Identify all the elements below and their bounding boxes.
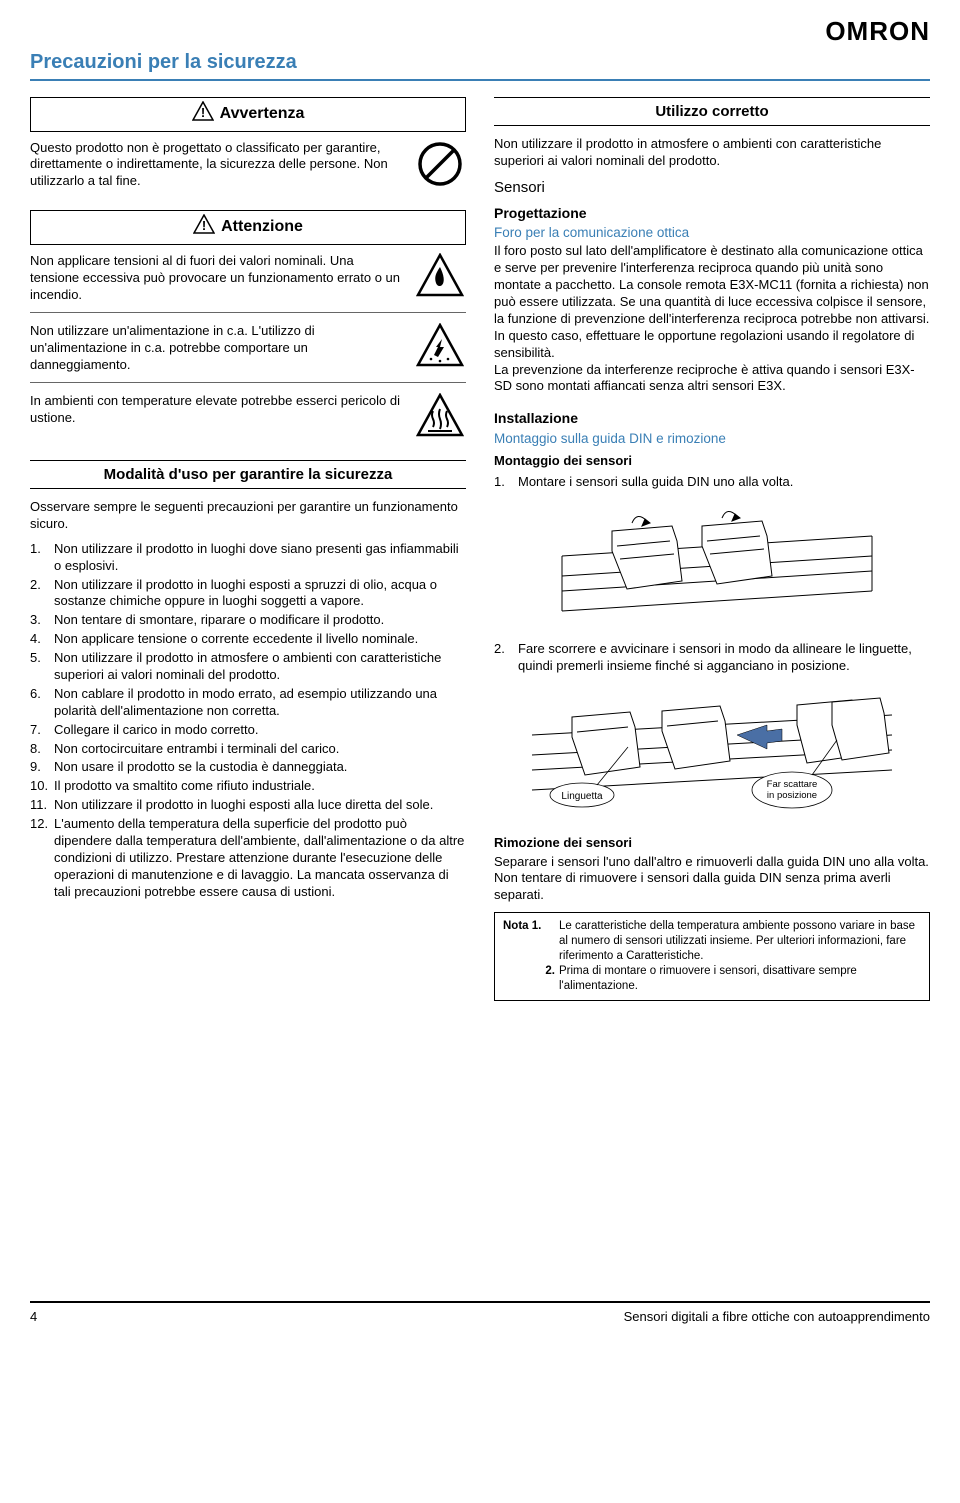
hot-surface-icon xyxy=(416,393,466,442)
svg-text:!: ! xyxy=(202,218,206,233)
list-item: Non usare il prodotto se la custodia è d… xyxy=(54,759,347,776)
utilizzo-title: Utilizzo corretto xyxy=(494,97,930,127)
list-item: L'aumento della temperatura della superf… xyxy=(54,816,466,900)
list-item: Non tentare di smontare, riparare o modi… xyxy=(54,612,384,629)
list-item: Collegare il carico in modo corretto. xyxy=(54,722,258,739)
foro-text: Il foro posto sul lato dell'amplificator… xyxy=(494,243,930,395)
modalita-list: 1.Non utilizzare il prodotto in luoghi d… xyxy=(30,541,466,901)
list-item: Non utilizzare il prodotto in luoghi esp… xyxy=(54,797,433,814)
list-item: Non cablare il prodotto in modo errato, … xyxy=(54,686,466,720)
avvertenza-header: ! Avvertenza xyxy=(30,97,466,132)
utilizzo-intro: Non utilizzare il prodotto in atmosfere … xyxy=(494,136,930,170)
attenzione-item-2: Non utilizzare un'alimentazione in c.a. … xyxy=(30,323,406,374)
installazione-label: Installazione xyxy=(494,409,930,427)
linguetta-label: Linguetta xyxy=(561,791,603,802)
attenzione-item-1: Non applicare tensioni al di fuori dei v… xyxy=(30,253,406,304)
modalita-intro: Osservare sempre le seguenti precauzioni… xyxy=(30,499,466,533)
install-step-2: Fare scorrere e avvicinare i sensori in … xyxy=(518,641,930,675)
rimozione-title: Rimozione dei sensori xyxy=(494,835,930,852)
montaggio-title: Montaggio sulla guida DIN e rimozione xyxy=(494,430,930,448)
list-num: 11. xyxy=(30,797,54,814)
list-item: Non utilizzare il prodotto in luoghi dov… xyxy=(54,541,466,575)
explosion-hazard-icon xyxy=(416,323,466,372)
sensori-label: Sensori xyxy=(494,178,930,198)
warning-triangle-icon: ! xyxy=(193,214,215,241)
svg-text:Far scattare: Far scattare xyxy=(767,779,818,790)
prohibit-icon xyxy=(416,140,466,193)
note-text-1: Le caratteristiche della temperatura amb… xyxy=(559,919,921,964)
list-num: 1. xyxy=(30,541,54,575)
progettazione-label: Progettazione xyxy=(494,204,930,222)
list-num: 1. xyxy=(494,474,518,491)
list-num: 2. xyxy=(494,641,518,675)
svg-text:!: ! xyxy=(200,105,204,120)
list-num: 2. xyxy=(30,577,54,611)
fire-hazard-icon xyxy=(416,253,466,302)
attenzione-header: ! Attenzione xyxy=(30,210,466,245)
list-num: 6. xyxy=(30,686,54,720)
foro-title: Foro per la comunicazione ottica xyxy=(494,224,930,242)
din-mount-diagram-1 xyxy=(494,501,930,631)
list-item: Non applicare tensione o corrente eccede… xyxy=(54,631,418,648)
note-box: Nota 1. Le caratteristiche della tempera… xyxy=(494,912,930,1001)
list-num: 12. xyxy=(30,816,54,900)
list-num: 7. xyxy=(30,722,54,739)
note-label-1: Nota 1. xyxy=(503,919,559,964)
list-num: 3. xyxy=(30,612,54,629)
svg-text:in posizione: in posizione xyxy=(767,790,817,801)
list-num: 9. xyxy=(30,759,54,776)
brand-logo: OMRON xyxy=(30,15,930,49)
attenzione-title: Attenzione xyxy=(221,217,303,238)
avvertenza-title: Avvertenza xyxy=(220,104,305,125)
footer-text: Sensori digitali a fibre ottiche con aut… xyxy=(624,1309,930,1326)
list-item: Non cortocircuitare entrambi i terminali… xyxy=(54,741,339,758)
list-item: Il prodotto va smaltito come rifiuto ind… xyxy=(54,778,315,795)
list-num: 4. xyxy=(30,631,54,648)
attenzione-item-3: In ambienti con temperature elevate potr… xyxy=(30,393,406,427)
page-footer: 4 Sensori digitali a fibre ottiche con a… xyxy=(30,1301,930,1326)
modalita-title: Modalità d'uso per garantire la sicurezz… xyxy=(30,460,466,490)
rimozione-text: Separare i sensori l'uno dall'altro e ri… xyxy=(494,854,930,905)
page-number: 4 xyxy=(30,1309,37,1326)
list-num: 5. xyxy=(30,650,54,684)
note-text-2: Prima di montare o rimuovere i sensori, … xyxy=(559,964,921,994)
install-step-1: Montare i sensori sulla guida DIN uno al… xyxy=(518,474,793,491)
page-title: Precauzioni per la sicurezza xyxy=(30,49,930,81)
montaggio-sensori-label: Montaggio dei sensori xyxy=(494,453,930,470)
list-num: 10. xyxy=(30,778,54,795)
din-mount-diagram-2: Linguetta Far scattare in posizione xyxy=(494,685,930,825)
warning-triangle-icon: ! xyxy=(192,101,214,128)
list-item: Non utilizzare il prodotto in luoghi esp… xyxy=(54,577,466,611)
avvertenza-text: Questo prodotto non è progettato o class… xyxy=(30,140,406,191)
list-item: Non utilizzare il prodotto in atmosfere … xyxy=(54,650,466,684)
list-num: 8. xyxy=(30,741,54,758)
note-label-2: 2. xyxy=(503,964,559,994)
